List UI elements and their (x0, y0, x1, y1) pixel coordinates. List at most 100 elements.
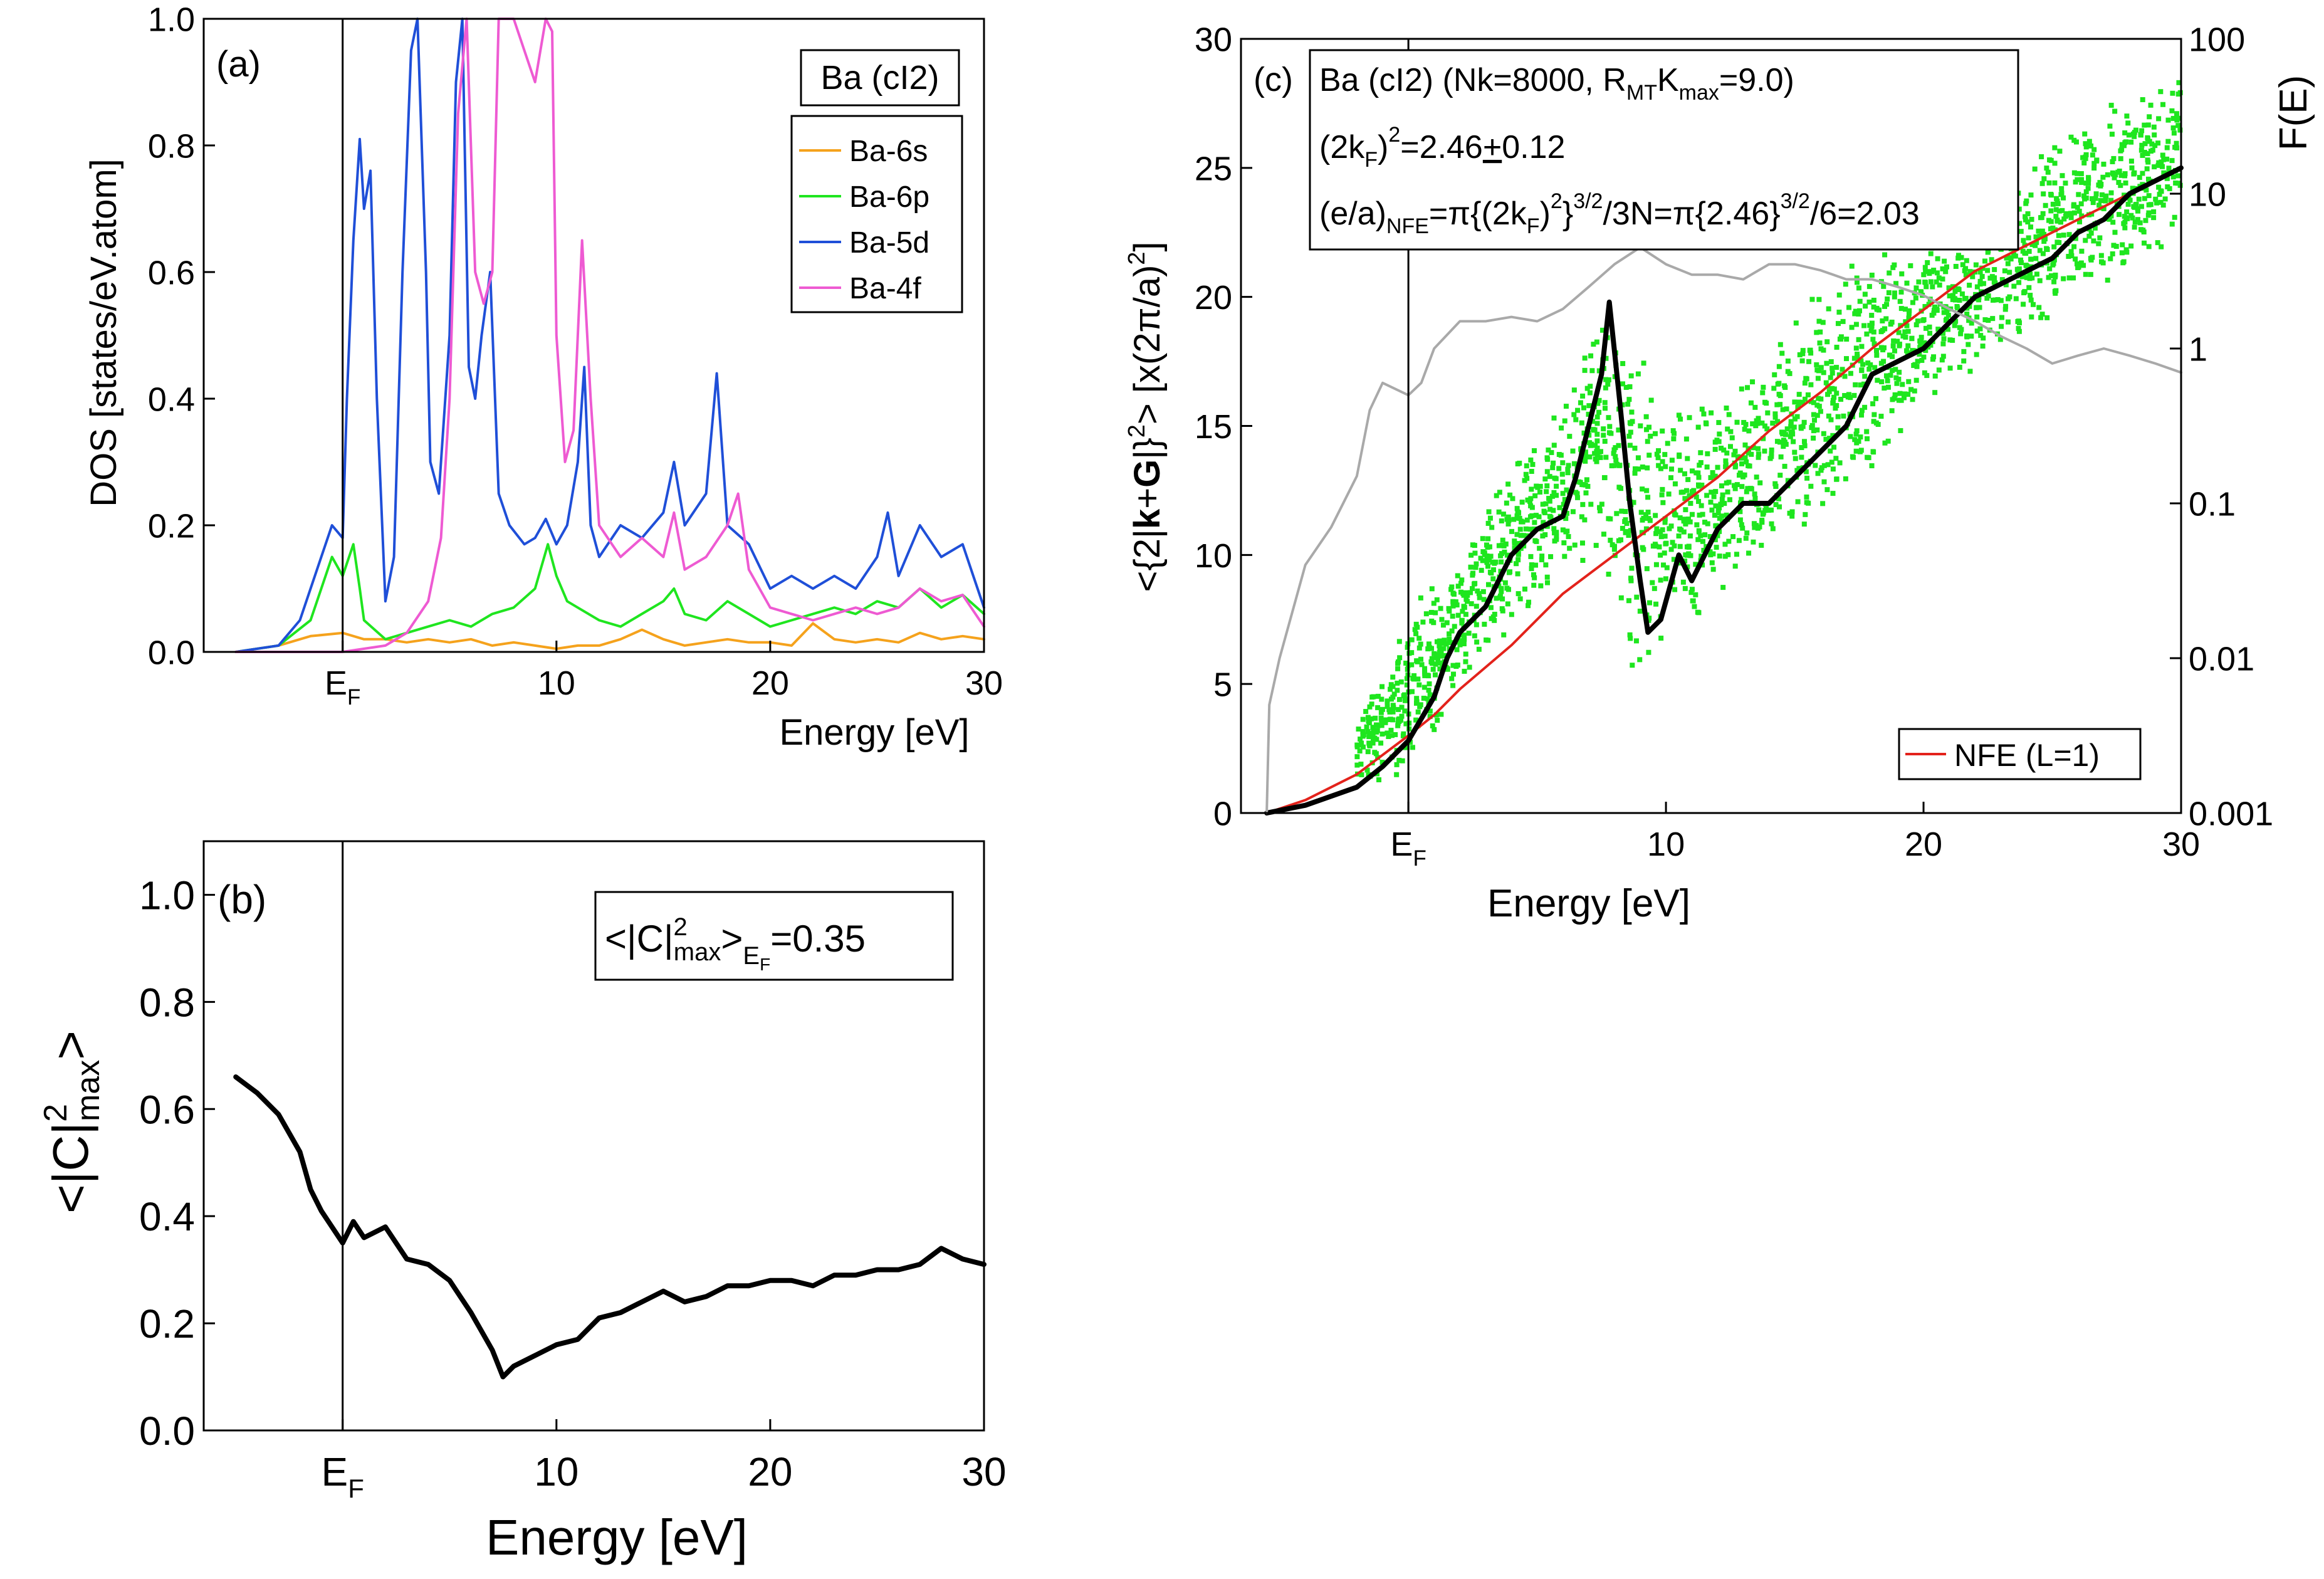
scatter-point (1663, 464, 1668, 470)
scatter-point (1843, 356, 1849, 362)
y-tick-label: 0.8 (148, 127, 195, 165)
scatter-point (1531, 572, 1537, 577)
scatter-point (2071, 202, 2076, 207)
scatter-point (1835, 321, 1841, 327)
scatter-point (1963, 295, 1969, 301)
scatter-point (1862, 404, 1868, 410)
scatter-point (1565, 470, 1571, 476)
scatter-point (1492, 611, 1497, 617)
scatter-point (2132, 204, 2137, 210)
scatter-point (2121, 259, 2127, 265)
scatter-point (2031, 302, 2036, 307)
scatter-point (1773, 502, 1779, 508)
scatter-point (1890, 367, 1895, 373)
legend-entry-4f: Ba-4f (799, 272, 921, 305)
scatter-point (1593, 543, 1599, 548)
scatter-point (1618, 595, 1624, 601)
scatter-point (1776, 496, 1781, 501)
scatter-point (1379, 760, 1385, 765)
scatter-point (2122, 225, 2128, 231)
scatter-point (2139, 128, 2145, 134)
scatter-point (1646, 424, 1652, 430)
scatter-point (1535, 485, 1541, 490)
scatter-point (2132, 224, 2137, 230)
scatter-point (2175, 115, 2180, 121)
scatter-point (1879, 379, 1885, 385)
scatter-point (1530, 461, 1536, 467)
scatter-point (2038, 315, 2044, 320)
scatter-point (2068, 211, 2073, 216)
scatter-point (1409, 650, 1415, 656)
scatter-point (1499, 542, 1505, 548)
y-tick-label: 0.2 (148, 507, 195, 545)
scatter-point (1640, 464, 1645, 470)
scatter-point (2026, 235, 2031, 241)
scatter-point (1459, 577, 1465, 583)
scatter-point (1811, 435, 1816, 441)
scatter-point (1601, 532, 1606, 537)
scatter-point (1500, 511, 1506, 517)
scatter-point (1640, 545, 1645, 550)
scatter-point (2170, 174, 2176, 180)
scatter-point (1437, 666, 1443, 672)
scatter-point (1413, 621, 1419, 627)
scatter-point (1780, 407, 1786, 412)
scatter-point (1739, 472, 1745, 478)
scatter-point (1851, 355, 1857, 361)
scatter-point (2052, 160, 2058, 166)
scatter-point (1894, 380, 1900, 386)
scatter-point (1743, 535, 1749, 541)
scatter-point (2058, 219, 2063, 225)
svg-text:<|C|2max>: <|C|2max> (38, 1031, 107, 1214)
scatter-point (2125, 120, 2131, 126)
scatter-point (1715, 510, 1721, 516)
scatter-point (1901, 395, 1907, 401)
scatter-point (1514, 561, 1519, 567)
scatter-point (2052, 288, 2058, 294)
y-tick-label: 10 (1195, 537, 1232, 575)
scatter-point (1458, 580, 1464, 586)
scatter-point (1514, 506, 1520, 511)
scatter-point (1564, 487, 1569, 493)
scatter-point (1410, 676, 1416, 681)
scatter-point (1866, 366, 1872, 372)
scatter-point (1794, 414, 1800, 419)
scatter-point (1862, 291, 1868, 297)
scatter-point (1695, 537, 1701, 542)
scatter-point (1623, 508, 1628, 514)
scatter-point (1546, 447, 1551, 453)
scatter-point (1584, 477, 1589, 483)
scatter-point (1821, 431, 1826, 436)
y-tick-label: 0.6 (139, 1087, 195, 1132)
scatter-point (2155, 140, 2161, 146)
scatter-point (1761, 436, 1766, 441)
scatter-point (1750, 379, 1756, 385)
scatter-point (1709, 410, 1714, 416)
scatter-point (1637, 657, 1643, 663)
scatter-point (1566, 463, 1571, 468)
scatter-point (1724, 450, 1730, 456)
scatter-point (1979, 274, 1985, 280)
scatter-point (2099, 192, 2105, 197)
scatter-point (1814, 330, 1819, 335)
scatter-point (1554, 530, 1559, 535)
y-tick-right-label: 0.01 (2189, 640, 2254, 678)
scatter-point (1785, 478, 1791, 483)
scatter-point (1697, 463, 1702, 468)
scatter-point (1490, 576, 1496, 582)
scatter-point (1662, 452, 1668, 458)
scatter-point (1509, 612, 1514, 617)
scatter-point (2086, 233, 2092, 239)
scatter-point (1583, 449, 1588, 455)
scatter-point (1950, 293, 1956, 298)
scatter-point (1653, 601, 1659, 607)
info-line-1: Ba (cI2) (Nk=8000, RMTKmax=9.0) (1319, 62, 1794, 105)
scatter-point (1709, 560, 1715, 565)
scatter-point (1635, 455, 1641, 461)
scatter-point (1685, 456, 1690, 461)
scatter-point (1982, 317, 1988, 323)
scatter-point (1828, 417, 1834, 422)
scatter-point (1737, 509, 1743, 515)
scatter-point (1772, 414, 1778, 420)
scatter-point (1479, 567, 1484, 573)
